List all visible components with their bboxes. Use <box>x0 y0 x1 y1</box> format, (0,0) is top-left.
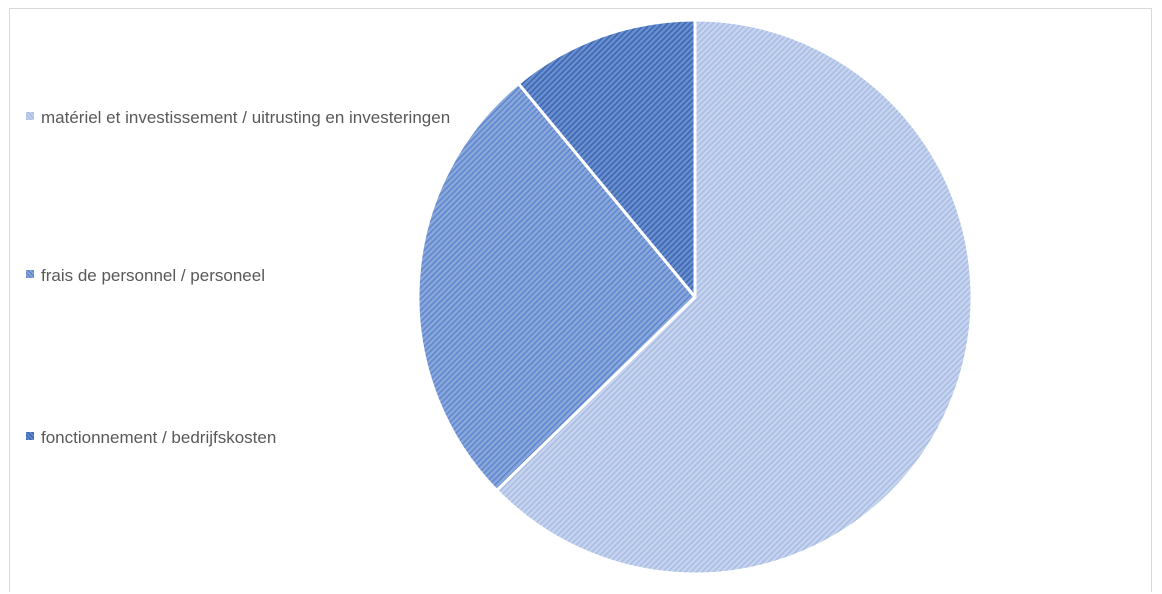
legend-label-fonctionnement: fonctionnement / bedrijfskosten <box>41 428 277 447</box>
legend-item-personnel: frais de personnel / personeel <box>26 263 461 288</box>
legend-item-materiel: matériel et investissement / uitrusting … <box>26 105 461 130</box>
legend: matériel et investissement / uitrusting … <box>26 0 466 594</box>
legend-swatch-fonctionnement <box>26 432 34 440</box>
legend-label-personnel: frais de personnel / personeel <box>41 266 265 285</box>
legend-swatch-personnel <box>26 270 34 278</box>
pie-slice-materiel <box>495 18 974 576</box>
legend-item-fonctionnement: fonctionnement / bedrijfskosten <box>26 425 461 450</box>
pie-slice-fonctionnement <box>516 18 697 299</box>
chart-frame <box>9 8 1152 592</box>
legend-label-materiel: matériel et investissement / uitrusting … <box>41 108 451 127</box>
legend-swatch-materiel <box>26 112 34 120</box>
pie-slice-personnel <box>416 82 697 492</box>
